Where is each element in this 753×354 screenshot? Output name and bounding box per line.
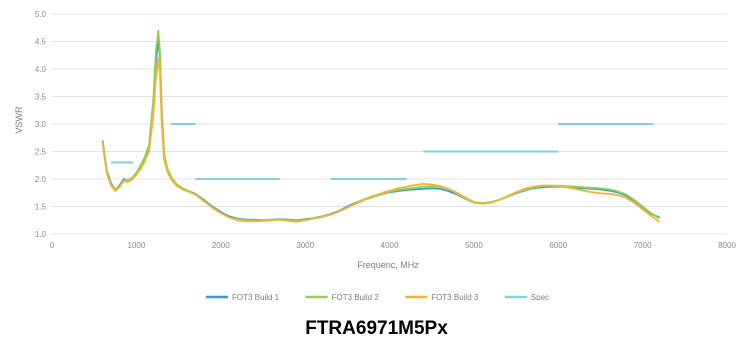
y-tick-label: 1.0 bbox=[35, 230, 47, 239]
chart-caption: FTRA6971M5Px bbox=[305, 318, 448, 339]
legend-item: FOT3 Build 1 bbox=[206, 293, 280, 300]
y-tick-label: 4.0 bbox=[35, 65, 47, 74]
x-tick-label: 0 bbox=[50, 241, 55, 250]
y-tick-labels: 1.0 1.5 2.0 2.5 3.0 3.5 4.0 4.5 5.0 bbox=[35, 10, 47, 239]
x-tick-label: 6000 bbox=[549, 241, 567, 250]
y-axis-label: VSWR bbox=[14, 106, 24, 134]
x-axis-label: Frequenc, MHz bbox=[357, 260, 419, 270]
y-tick-label: 5.0 bbox=[35, 10, 47, 19]
series-line-build-2 bbox=[101, 29, 660, 222]
legend-item: FOT3 Build 3 bbox=[405, 293, 479, 300]
x-tick-label: 5000 bbox=[465, 241, 483, 250]
legend-label: FOT3 Build 2 bbox=[332, 293, 380, 300]
x-tick-label: 1000 bbox=[127, 241, 145, 250]
legend-item: FOT3 Build 2 bbox=[305, 293, 380, 300]
legend-item: Spec bbox=[504, 293, 549, 300]
series-line-build-3 bbox=[101, 57, 661, 223]
y-tick-label: 1.5 bbox=[35, 203, 47, 212]
x-tick-label: 8000 bbox=[718, 241, 736, 250]
legend-label: FOT3 Build 1 bbox=[232, 293, 280, 300]
series-lines bbox=[101, 29, 661, 223]
legend: FOT3 Build 1 FOT3 Build 2 FOT3 Build 3 Spec bbox=[206, 293, 549, 300]
x-tick-label: 3000 bbox=[296, 241, 314, 250]
y-tick-label: 2.5 bbox=[35, 148, 47, 157]
y-tick-label: 3.0 bbox=[35, 120, 47, 129]
legend-label: FOT3 Build 3 bbox=[431, 293, 479, 300]
x-tick-label: 7000 bbox=[634, 241, 652, 250]
x-tick-label: 2000 bbox=[212, 241, 230, 250]
vswr-chart: 1.0 1.5 2.0 2.5 3.0 3.5 4.0 4.5 5.0 0 1000 2000 300… bbox=[14, 10, 737, 300]
y-tick-label: 3.5 bbox=[35, 93, 47, 102]
y-tick-label: 2.0 bbox=[35, 175, 47, 184]
legend-label: Spec bbox=[531, 293, 549, 300]
x-tick-labels: 0 1000 2000 3000 4000 5000 6000 7000 8000 bbox=[50, 241, 737, 250]
x-tick-label: 4000 bbox=[381, 241, 399, 250]
y-tick-label: 4.5 bbox=[35, 38, 47, 47]
